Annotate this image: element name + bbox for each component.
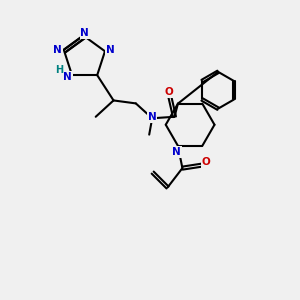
Text: O: O — [202, 157, 211, 167]
Text: N: N — [80, 28, 89, 38]
Text: N: N — [63, 72, 72, 82]
Text: N: N — [148, 112, 157, 122]
Text: N: N — [53, 45, 62, 55]
Text: H: H — [56, 65, 64, 75]
Text: N: N — [172, 147, 181, 157]
Text: O: O — [164, 87, 173, 97]
Text: N: N — [106, 45, 115, 55]
